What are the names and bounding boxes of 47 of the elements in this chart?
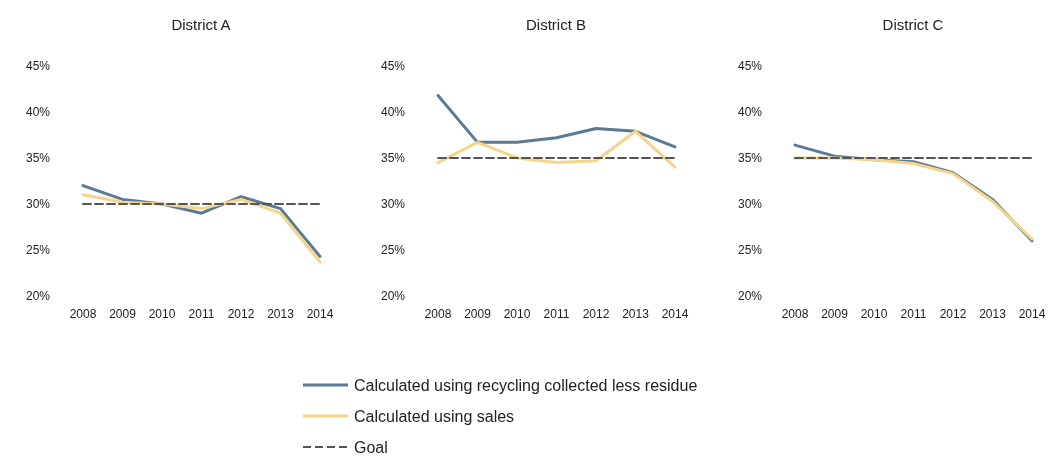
y-tick-label: 40% — [737, 105, 763, 120]
y-tick-label: 30% — [737, 197, 763, 212]
x-tick-label: 2012 — [582, 307, 610, 321]
chart-title: District C — [882, 16, 944, 33]
x-tick-label: 2008 — [69, 307, 97, 321]
x-tick-label: 2010 — [148, 307, 176, 321]
x-tick-label: 2014 — [306, 307, 334, 321]
x-tick-label: 2011 — [543, 307, 570, 321]
y-tick-label: 30% — [25, 197, 51, 212]
x-tick-label: 2012 — [227, 307, 255, 321]
legend-label: Calculated using recycling collected less residue — [354, 376, 698, 394]
x-tick-label: 2012 — [939, 307, 967, 321]
x-tick-label: 2011 — [188, 307, 215, 321]
y-tick-label: 40% — [380, 105, 406, 120]
y-tick-label: 25% — [737, 243, 763, 258]
x-tick-label: 2010 — [503, 307, 531, 321]
x-tick-label: 2008 — [781, 307, 809, 321]
x-tick-label: 2013 — [622, 307, 650, 321]
x-tick-label: 2009 — [109, 307, 137, 321]
line-series — [436, 129, 677, 169]
y-tick-label: 20% — [25, 289, 51, 304]
y-tick-label: 30% — [380, 197, 406, 212]
x-tick-label: 2010 — [860, 307, 888, 321]
x-tick-label: 2014 — [661, 307, 689, 321]
x-tick-label: 2014 — [1018, 307, 1046, 321]
x-tick-label: 2011 — [900, 307, 927, 321]
y-tick-label: 25% — [25, 243, 51, 258]
y-tick-label: 35% — [737, 151, 763, 166]
legend-label: Goal — [354, 438, 388, 456]
y-tick-label: 45% — [737, 59, 763, 74]
chart-title: District B — [526, 16, 586, 33]
x-tick-label: 2008 — [424, 307, 452, 321]
legend-label: Calculated using sales — [354, 407, 515, 425]
chart-title: District A — [171, 16, 231, 33]
y-tick-label: 40% — [25, 105, 51, 120]
x-tick-label: 2009 — [464, 307, 492, 321]
y-tick-label: 20% — [737, 289, 763, 304]
y-tick-label: 20% — [380, 289, 406, 304]
line-series — [436, 93, 677, 149]
y-tick-label: 35% — [380, 151, 406, 166]
x-tick-label: 2013 — [267, 307, 295, 321]
y-tick-label: 35% — [25, 151, 51, 166]
y-tick-label: 45% — [380, 59, 406, 74]
y-tick-label: 45% — [25, 59, 51, 74]
x-tick-label: 2013 — [979, 307, 1007, 321]
x-tick-label: 2009 — [821, 307, 849, 321]
y-tick-label: 25% — [380, 243, 406, 258]
